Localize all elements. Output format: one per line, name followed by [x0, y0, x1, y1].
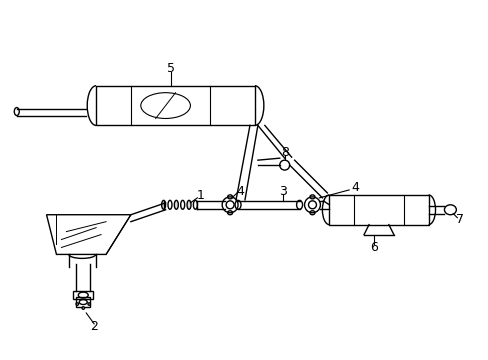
Ellipse shape: [162, 201, 165, 209]
Text: 4: 4: [350, 181, 358, 194]
Text: 5: 5: [166, 62, 174, 75]
Ellipse shape: [88, 303, 90, 305]
Text: 1: 1: [196, 189, 204, 202]
Text: 4: 4: [236, 185, 244, 198]
Text: 6: 6: [369, 241, 377, 254]
Ellipse shape: [76, 303, 79, 305]
Text: 3: 3: [278, 185, 286, 198]
Text: 8: 8: [280, 146, 288, 159]
Ellipse shape: [82, 307, 84, 309]
Text: 7: 7: [455, 213, 464, 226]
Ellipse shape: [174, 201, 178, 209]
Text: 2: 2: [90, 320, 98, 333]
Ellipse shape: [187, 201, 191, 209]
